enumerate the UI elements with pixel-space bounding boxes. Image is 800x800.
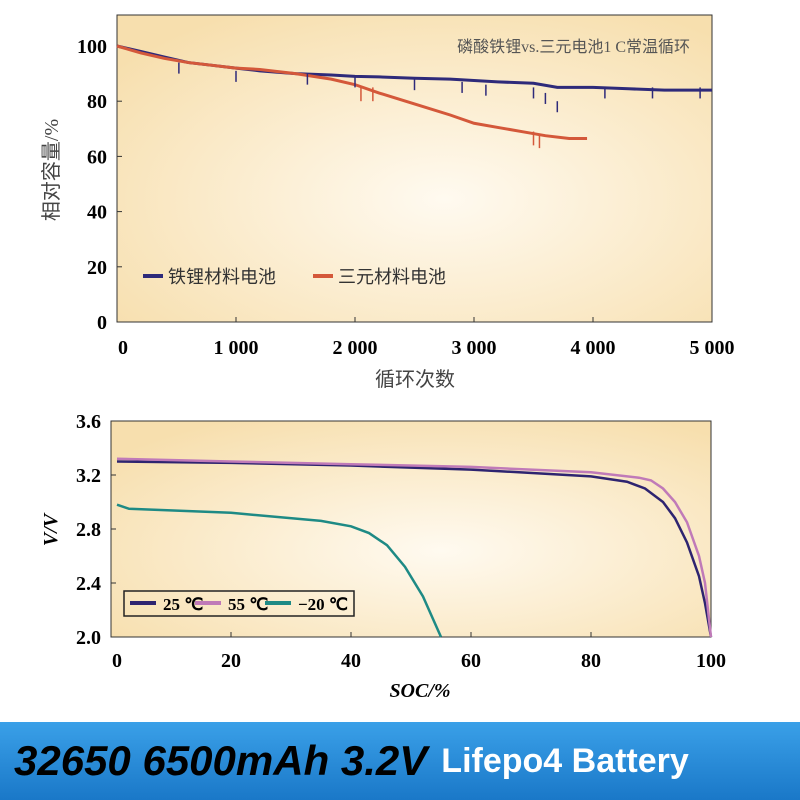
chart2-ylabel: V/V bbox=[40, 512, 62, 546]
chart1-ylabel: 相对容量/% bbox=[40, 119, 63, 221]
series-line-1 bbox=[116, 457, 713, 638]
y-tick-label: 20 bbox=[87, 257, 107, 279]
banner-model: 32650 6500mAh 3.2V bbox=[14, 737, 428, 784]
x-tick-label: 4 000 bbox=[571, 337, 616, 359]
chart2-xlabel: SOC/% bbox=[389, 680, 450, 702]
y-tick-label: 40 bbox=[87, 202, 107, 224]
x-tick-label: 80 bbox=[581, 650, 601, 672]
y-tick-label: 0 bbox=[97, 312, 107, 334]
legend-label-ncm: 三元材料电池 bbox=[338, 267, 446, 287]
x-tick-label: 3 000 bbox=[452, 337, 497, 359]
charts-canvas: 0 1 000 2 000 3 000 4 000 5 000 0 20 40 60 80 100 磷酸… bbox=[40, 14, 735, 702]
series-line-2 bbox=[116, 503, 443, 638]
legend-label-lfp: 铁锂材料电池 bbox=[168, 267, 276, 287]
chart1-xlabel: 循环次数 bbox=[375, 368, 455, 391]
y-tick-label: 2.8 bbox=[76, 519, 101, 541]
x-tick-label: 40 bbox=[341, 650, 361, 672]
y-tick-label: 3.2 bbox=[76, 465, 101, 487]
y-tick-label: 2.0 bbox=[76, 627, 101, 649]
x-tick-label: 5 000 bbox=[690, 337, 735, 359]
legend-label-0: 25 ℃ bbox=[163, 595, 203, 614]
y-tick-label: 2.4 bbox=[76, 573, 101, 595]
y-tick-label: 80 bbox=[87, 91, 107, 113]
y-tick-label: 100 bbox=[77, 36, 107, 58]
x-tick-label: 100 bbox=[696, 650, 726, 672]
x-tick-label: 20 bbox=[221, 650, 241, 672]
chart1-title: 磷酸铁锂vs.三元电池1 C常温循环 bbox=[457, 38, 690, 56]
x-tick-label: 60 bbox=[461, 650, 481, 672]
x-tick-label: 0 bbox=[118, 337, 128, 359]
x-tick-label: 2 000 bbox=[333, 337, 378, 359]
product-banner: 32650 6500mAh 3.2V Lifepo4 Battery bbox=[0, 722, 800, 800]
banner-type: Lifepo4 Battery bbox=[441, 741, 689, 780]
legend-label-2: −20 ℃ bbox=[298, 595, 348, 614]
legend-label-1: 55 ℃ bbox=[228, 595, 268, 614]
x-tick-label: 1 000 bbox=[214, 337, 259, 359]
series-line-0 bbox=[116, 460, 713, 638]
chart2-legend-box bbox=[123, 590, 355, 617]
y-tick-label: 3.6 bbox=[76, 411, 101, 433]
x-tick-label: 0 bbox=[112, 650, 122, 672]
y-tick-label: 60 bbox=[87, 146, 107, 168]
